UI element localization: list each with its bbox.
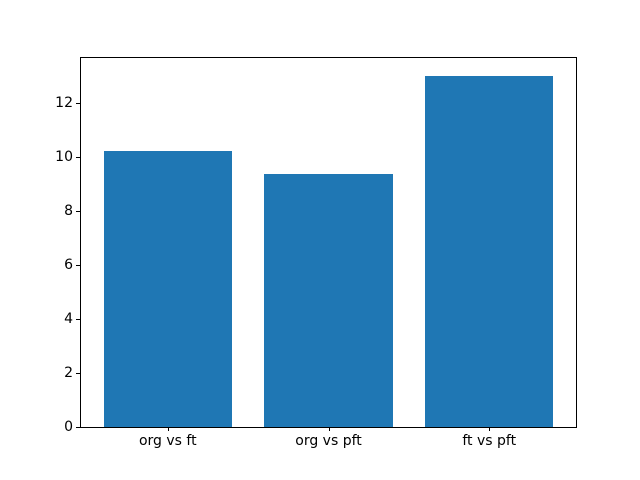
x-tick-label-org-vs-pft: org vs pft — [295, 433, 362, 449]
y-tick-label-0: 0 — [64, 419, 73, 435]
bar-ft-vs-pft — [424, 75, 554, 427]
y-tick-mark-4 — [76, 318, 80, 320]
y-tick-mark-2 — [76, 372, 80, 374]
y-tick-label-2: 2 — [64, 364, 73, 381]
y-tick-mark-12 — [76, 102, 80, 104]
x-tick-label-org-vs-ft: org vs ft — [138, 433, 197, 449]
y-tick-mark-6 — [76, 264, 80, 266]
y-tick-label-12: 12 — [55, 94, 73, 111]
bar-org-vs-ft — [103, 151, 233, 427]
x-tick-mark-ft-vs-pft — [489, 427, 491, 431]
x-tick-mark-org-vs-pft — [328, 427, 330, 431]
y-tick-label-10: 10 — [55, 148, 73, 165]
y-tick-label-6: 6 — [64, 256, 73, 273]
plot-area — [80, 57, 577, 428]
x-tick-label-ft-vs-pft: ft vs pft — [462, 433, 517, 449]
x-tick-mark-org-vs-ft — [167, 427, 169, 431]
bar-org-vs-pft — [264, 174, 393, 427]
y-tick-mark-0 — [76, 427, 80, 428]
y-tick-mark-10 — [76, 156, 80, 158]
y-tick-label-8: 8 — [64, 202, 73, 219]
y-tick-label-4: 4 — [64, 310, 73, 327]
y-tick-mark-8 — [76, 210, 80, 212]
